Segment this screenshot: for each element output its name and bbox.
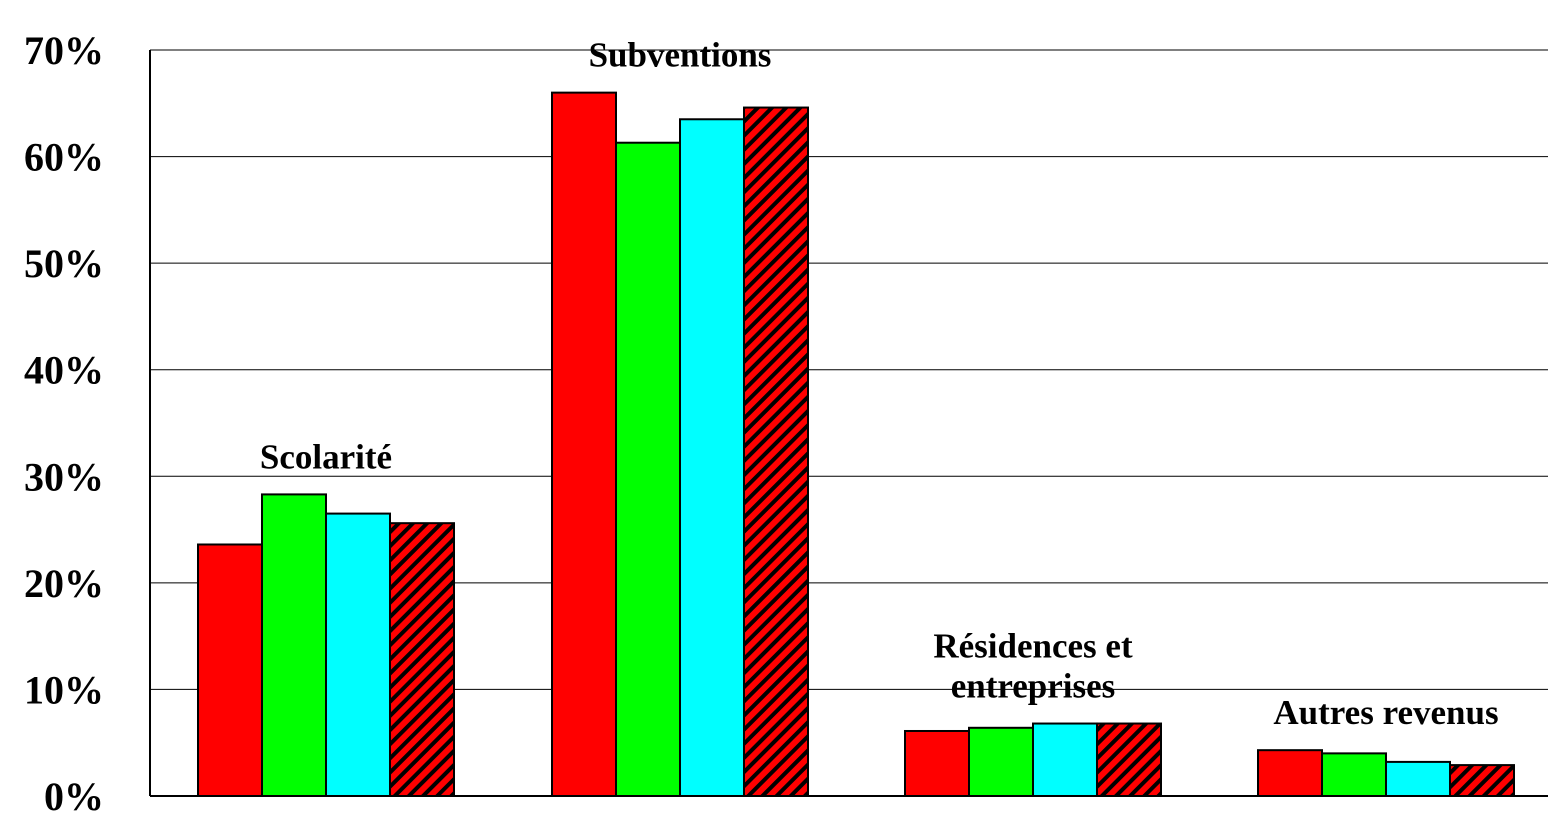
bar xyxy=(904,729,970,798)
y-tick-label: 0% xyxy=(44,774,104,814)
y-tick-label: 20% xyxy=(24,561,104,606)
bar xyxy=(615,141,681,797)
category-labels: Scolarité Subventions Résidences etentrepr… xyxy=(260,36,1499,733)
bar xyxy=(389,522,455,797)
bar xyxy=(197,543,263,798)
y-tick-label: 10% xyxy=(24,667,104,712)
y-tick-label: 40% xyxy=(24,348,104,393)
y-tick-label: 70% xyxy=(24,28,104,73)
category-label: Subventions xyxy=(589,36,772,75)
bar xyxy=(968,726,1034,798)
bar xyxy=(1032,722,1098,798)
y-tick-label: 50% xyxy=(24,241,104,286)
category-label: Scolarité xyxy=(260,437,392,476)
bar xyxy=(551,91,617,797)
bar xyxy=(325,512,391,797)
bar xyxy=(743,106,809,797)
bar xyxy=(1096,722,1162,798)
category-label: Autres revenus xyxy=(1273,693,1498,732)
bar xyxy=(1257,749,1323,797)
category-label: Résidences et xyxy=(933,627,1133,666)
bar xyxy=(679,118,745,798)
y-tick-label: 30% xyxy=(24,454,104,499)
y-tick-labels: 0% 10% 20% 30% 40% 50% 60% 70% xyxy=(24,28,104,819)
bar xyxy=(1321,752,1387,797)
bar xyxy=(261,493,327,797)
bars xyxy=(197,91,1515,798)
axes xyxy=(149,50,1548,797)
y-tick-label: 60% xyxy=(24,135,104,180)
bar xyxy=(1449,764,1515,798)
category-label: entreprises xyxy=(951,667,1116,706)
bar xyxy=(1385,760,1451,798)
